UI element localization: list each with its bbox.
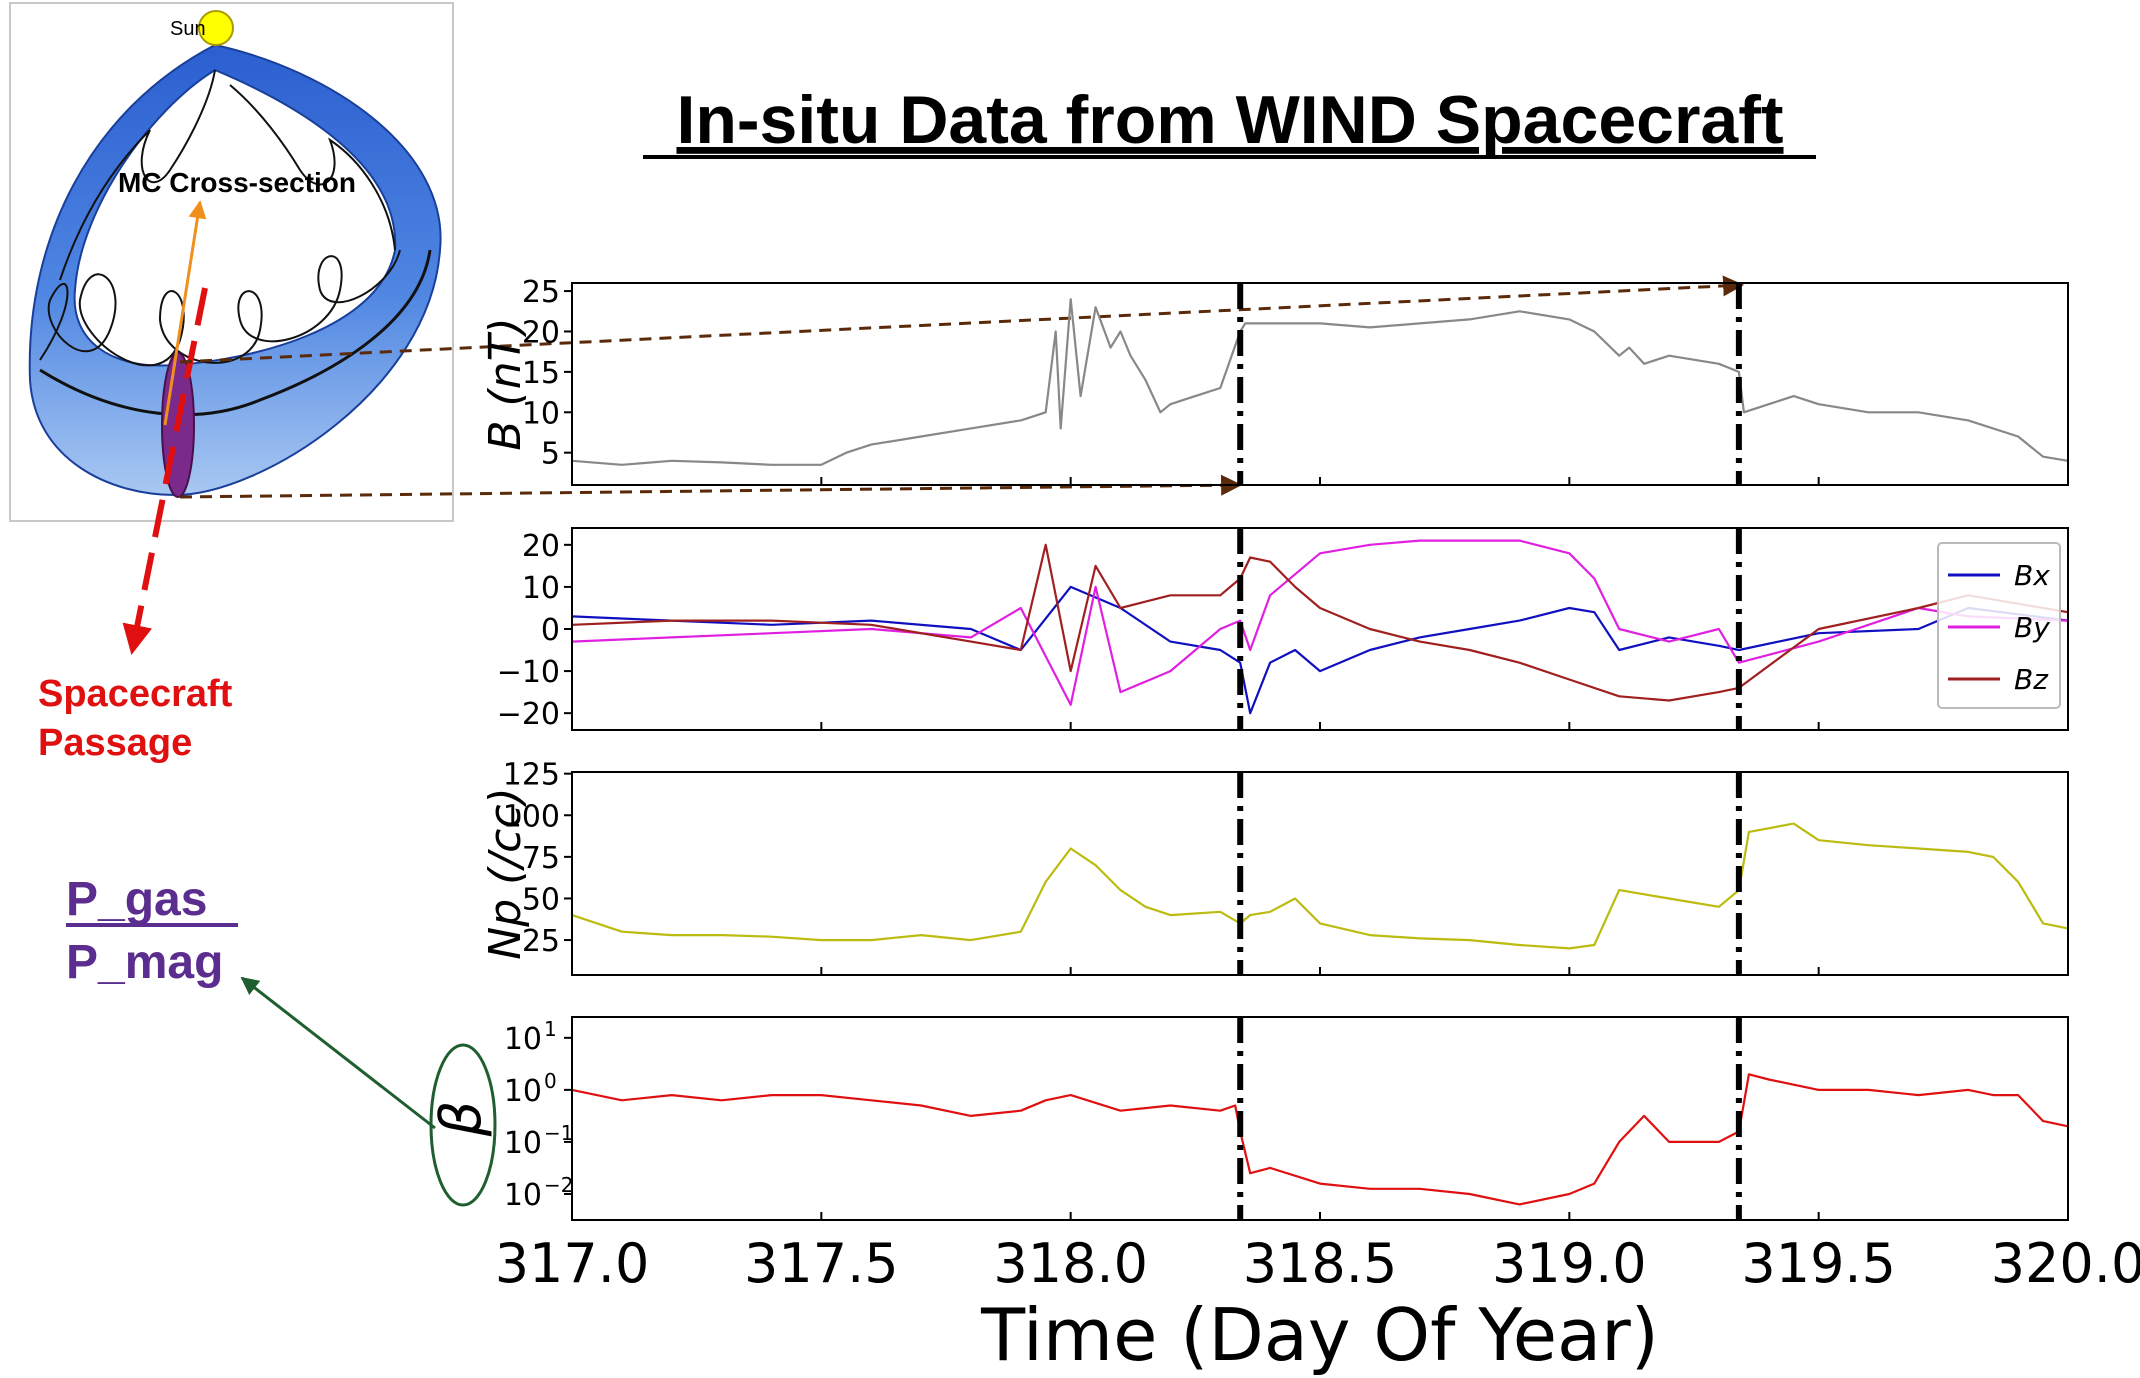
series-line-beta-0 [571, 1073, 2069, 1206]
link-arrow-upper [179, 275, 1745, 364]
x-tick-label: 318.0 [993, 1232, 1148, 1295]
x-tick-label: 319.5 [1741, 1232, 1896, 1295]
y-tick-label-components: 10 [522, 571, 560, 606]
y-tick-label-components: −10 [497, 655, 560, 690]
link-arrow-lower [179, 474, 1243, 499]
x-axis-label: Time (Day Of Year) [980, 1293, 1659, 1377]
x-tick-label: 317.5 [744, 1232, 899, 1295]
mc-cross-section-arrow [163, 200, 207, 426]
y-tick-label-b: 20 [522, 315, 560, 350]
y-tick-label-beta: 10 [504, 1022, 542, 1057]
y-tick-label-np: 75 [522, 841, 560, 876]
y-tick-label-beta: 10 [504, 1178, 542, 1213]
beta-numerator: P_gas [66, 873, 207, 926]
beta-denominator: P_mag [66, 936, 223, 989]
y-tick-label-beta: 10 [504, 1074, 542, 1109]
series-line-components-by [571, 539, 2069, 706]
x-tick-label: 318.5 [1243, 1232, 1398, 1295]
y-tick-label-np: 100 [503, 799, 560, 834]
panel-components: −20 −10 0 10 20 Bx By Bz [497, 527, 2069, 732]
panel-b: 5 10 15 20 25 B (nT) [480, 275, 2069, 486]
legend-label-by: By [2014, 611, 2050, 644]
y-tick-label-b: 15 [522, 356, 560, 391]
y-axis-label-beta: β [429, 1101, 494, 1138]
flux-rope-axis [39, 249, 432, 417]
sun-icon [198, 10, 234, 46]
legend-label-bz: Bz [2014, 663, 2049, 696]
y-tick-label-np: 25 [522, 924, 560, 959]
y-axis-label-b: B (nT) [480, 317, 531, 450]
x-tick-label: 319.0 [1492, 1232, 1647, 1295]
y-tick-label-components: 0 [541, 613, 560, 648]
plot-frame-b [571, 282, 2069, 486]
flux-rope-diagram: Sun MC Cross-section [9, 2, 454, 522]
flux-rope-field-line [39, 249, 401, 367]
series-line-components-bx [571, 585, 2069, 715]
beta-definition-arrow [240, 976, 436, 1130]
y-tick-label-beta: 10 [504, 1126, 542, 1161]
plot-frame-components [571, 527, 2069, 731]
series-line-components-bz [571, 543, 2069, 702]
y-tick-label-b: 5 [541, 437, 560, 472]
spacecraft-passage-label-line1: Spacecraft [38, 673, 233, 715]
spacecraft-passage-arrow [122, 287, 208, 655]
y-tick-exponent-beta: −2 [544, 1173, 573, 1197]
sun-label: Sun [170, 18, 206, 40]
y-tick-label-np: 50 [522, 882, 560, 917]
plot-frame-np [571, 771, 2069, 976]
y-tick-label-b: 10 [522, 396, 560, 431]
y-tick-exponent-beta: −1 [544, 1121, 573, 1145]
x-tick-label: 320.0 [1991, 1232, 2140, 1295]
series-line-b-0 [571, 298, 2069, 466]
series-line-np-0 [571, 822, 2069, 950]
spacecraft-passage-label-line2: Passage [38, 722, 192, 764]
y-tick-label-components: 20 [522, 529, 560, 564]
legend-components: Bx By Bz [1937, 542, 2061, 709]
y-axis-label-np: Np (/cc) [480, 787, 531, 959]
beta-highlight-ellipse [429, 1043, 497, 1207]
y-tick-exponent-beta: 1 [544, 1017, 557, 1041]
mc-cross-section-label: MC Cross-section [118, 167, 356, 198]
legend-label-bx: Bx [2014, 559, 2050, 592]
flux-rope-field-line-upper [59, 69, 396, 281]
y-tick-label-np: 125 [503, 758, 560, 793]
plot-frame-beta [571, 1016, 2069, 1221]
y-tick-exponent-beta: 0 [544, 1069, 557, 1093]
figure-title: In-situ Data from WIND Spacecraft [676, 82, 1783, 158]
y-tick-label-b: 25 [522, 275, 560, 310]
x-tick-label: 317.0 [495, 1232, 650, 1295]
y-tick-label-components: −20 [497, 697, 560, 732]
